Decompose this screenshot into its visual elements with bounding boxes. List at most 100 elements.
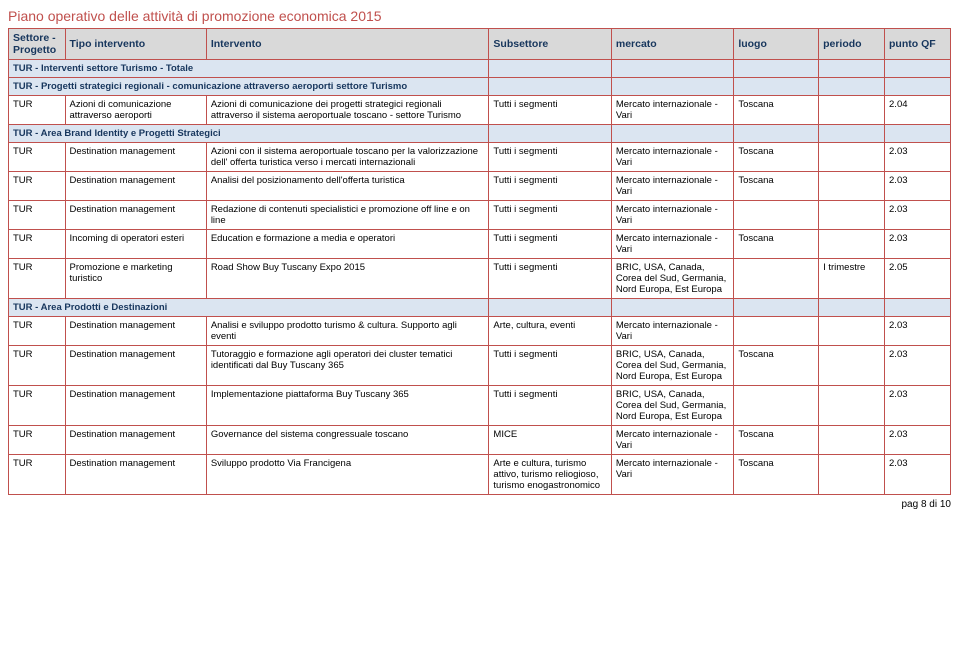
cell-c7: 2.03 <box>885 201 951 230</box>
section-empty-cell <box>489 125 611 143</box>
cell-c0: TUR <box>9 259 66 299</box>
col-settore: Settore - Progetto <box>9 29 66 60</box>
cell-c3: Arte, cultura, eventi <box>489 317 611 346</box>
cell-c1: Destination management <box>65 455 206 495</box>
cell-c3: Arte e cultura, turismo attivo, turismo … <box>489 455 611 495</box>
cell-c5: Toscana <box>734 455 819 495</box>
cell-c4: Mercato internazionale - Vari <box>611 96 733 125</box>
cell-c4: Mercato internazionale - Vari <box>611 317 733 346</box>
cell-c2: Analisi del posizionamento dell'offerta … <box>206 172 489 201</box>
cell-c2: Education e formazione a media e operato… <box>206 230 489 259</box>
table-row: TURDestination managementImplementazione… <box>9 386 951 426</box>
cell-c5: Toscana <box>734 230 819 259</box>
section-empty-cell <box>611 78 733 96</box>
col-puntoqf: punto QF <box>885 29 951 60</box>
table-row: TURAzioni di comunicazione attraverso ae… <box>9 96 951 125</box>
cell-c5 <box>734 201 819 230</box>
cell-c6 <box>819 455 885 495</box>
section-empty-cell <box>734 125 819 143</box>
section-header-row: TUR - Area Brand Identity e Progetti Str… <box>9 125 951 143</box>
cell-c6: I trimestre <box>819 259 885 299</box>
cell-c6 <box>819 426 885 455</box>
cell-c2: Azioni di comunicazione dei progetti str… <box>206 96 489 125</box>
cell-c6 <box>819 230 885 259</box>
cell-c4: Mercato internazionale - Vari <box>611 455 733 495</box>
col-periodo: periodo <box>819 29 885 60</box>
cell-c5 <box>734 317 819 346</box>
cell-c7: 2.03 <box>885 230 951 259</box>
cell-c4: Mercato internazionale - Vari <box>611 426 733 455</box>
cell-c7: 2.03 <box>885 455 951 495</box>
cell-c1: Incoming di operatori esteri <box>65 230 206 259</box>
section-empty-cell <box>611 125 733 143</box>
section-empty-cell <box>885 78 951 96</box>
cell-c7: 2.03 <box>885 386 951 426</box>
cell-c6 <box>819 201 885 230</box>
col-luogo: luogo <box>734 29 819 60</box>
cell-c5 <box>734 386 819 426</box>
cell-c4: Mercato internazionale - Vari <box>611 230 733 259</box>
cell-c0: TUR <box>9 143 66 172</box>
table-body: TUR - Interventi settore Turismo - Total… <box>9 60 951 495</box>
section-label: TUR - Progetti strategici regionali - co… <box>9 78 489 96</box>
section-label: TUR - Area Prodotti e Destinazioni <box>9 299 489 317</box>
section-empty-cell <box>819 299 885 317</box>
cell-c1: Destination management <box>65 386 206 426</box>
cell-c6 <box>819 143 885 172</box>
section-empty-cell <box>734 60 819 78</box>
cell-c0: TUR <box>9 455 66 495</box>
cell-c3: Tutti i segmenti <box>489 201 611 230</box>
cell-c2: Sviluppo prodotto Via Francigena <box>206 455 489 495</box>
table-row: TURDestination managementRedazione di co… <box>9 201 951 230</box>
section-empty-cell <box>734 299 819 317</box>
section-empty-cell <box>489 299 611 317</box>
cell-c3: Tutti i segmenti <box>489 230 611 259</box>
cell-c1: Destination management <box>65 143 206 172</box>
cell-c6 <box>819 96 885 125</box>
cell-c1: Destination management <box>65 201 206 230</box>
page-footer: pag 8 di 10 <box>8 499 951 510</box>
section-empty-cell <box>819 60 885 78</box>
cell-c3: Tutti i segmenti <box>489 346 611 386</box>
cell-c2: Analisi e sviluppo prodotto turismo & cu… <box>206 317 489 346</box>
header-row: Settore - Progetto Tipo intervento Inter… <box>9 29 951 60</box>
col-intervento: Intervento <box>206 29 489 60</box>
cell-c5: Toscana <box>734 426 819 455</box>
col-subsettore: Subsettore <box>489 29 611 60</box>
cell-c5: Toscana <box>734 346 819 386</box>
cell-c7: 2.04 <box>885 96 951 125</box>
table-row: TURDestination managementGovernance del … <box>9 426 951 455</box>
section-empty-cell <box>611 60 733 78</box>
cell-c2: Redazione di contenuti specialistici e p… <box>206 201 489 230</box>
section-label: TUR - Area Brand Identity e Progetti Str… <box>9 125 489 143</box>
cell-c1: Destination management <box>65 172 206 201</box>
table-row: TURDestination managementAnalisi e svilu… <box>9 317 951 346</box>
section-label: TUR - Interventi settore Turismo - Total… <box>9 60 489 78</box>
section-empty-cell <box>819 125 885 143</box>
table-row: TURDestination managementAzioni con il s… <box>9 143 951 172</box>
section-empty-cell <box>819 78 885 96</box>
cell-c7: 2.03 <box>885 426 951 455</box>
table-row: TURPromozione e marketing turisticoRoad … <box>9 259 951 299</box>
cell-c3: Tutti i segmenti <box>489 259 611 299</box>
section-empty-cell <box>611 299 733 317</box>
cell-c2: Road Show Buy Tuscany Expo 2015 <box>206 259 489 299</box>
cell-c3: Tutti i segmenti <box>489 143 611 172</box>
cell-c4: BRIC, USA, Canada, Corea del Sud, German… <box>611 386 733 426</box>
section-empty-cell <box>489 60 611 78</box>
cell-c1: Destination management <box>65 346 206 386</box>
cell-c3: Tutti i segmenti <box>489 386 611 426</box>
cell-c1: Azioni di comunicazione attraverso aerop… <box>65 96 206 125</box>
cell-c3: Tutti i segmenti <box>489 96 611 125</box>
cell-c0: TUR <box>9 172 66 201</box>
cell-c2: Implementazione piattaforma Buy Tuscany … <box>206 386 489 426</box>
cell-c0: TUR <box>9 346 66 386</box>
cell-c0: TUR <box>9 426 66 455</box>
cell-c4: Mercato internazionale - Vari <box>611 172 733 201</box>
section-header-row: TUR - Progetti strategici regionali - co… <box>9 78 951 96</box>
cell-c2: Azioni con il sistema aeroportuale tosca… <box>206 143 489 172</box>
table-row: TURDestination managementAnalisi del pos… <box>9 172 951 201</box>
cell-c5: Toscana <box>734 143 819 172</box>
section-header-row: TUR - Interventi settore Turismo - Total… <box>9 60 951 78</box>
cell-c6 <box>819 386 885 426</box>
